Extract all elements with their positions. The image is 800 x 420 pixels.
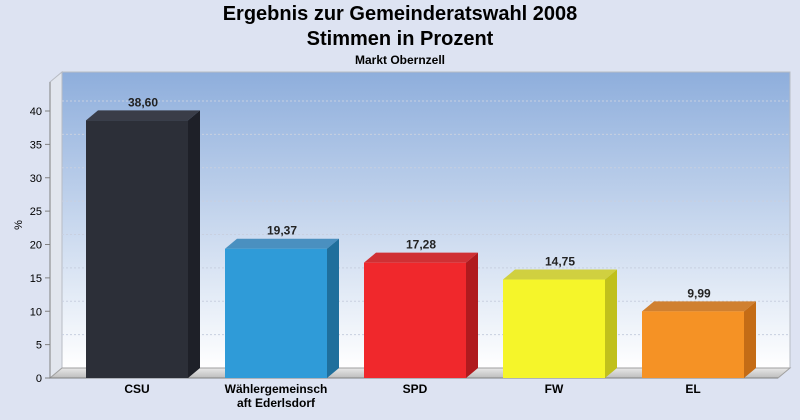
y-tick-label: 40	[30, 106, 42, 118]
x-tick-label-line: FW	[545, 382, 564, 396]
bar-front	[225, 248, 327, 378]
data-label: 19,37	[267, 224, 297, 238]
bar-side	[188, 110, 200, 378]
bar-front	[503, 279, 605, 378]
y-tick-label: 25	[30, 206, 42, 218]
bar-side	[605, 269, 617, 378]
bar-top	[503, 269, 617, 280]
chart-title: Ergebnis zur Gemeinderatswahl 2008	[222, 3, 578, 25]
bar-front	[642, 311, 744, 378]
bar-side	[744, 301, 756, 378]
y-axis-label: %	[13, 220, 25, 230]
bar	[225, 238, 339, 378]
bar-top	[364, 252, 478, 263]
chart-title-line2: Stimmen in Prozent	[306, 28, 494, 50]
x-tick-label: EL	[685, 382, 700, 396]
y-tick-label: 0	[36, 373, 42, 385]
x-tick-label-line: SPD	[403, 382, 428, 396]
x-tick-label: Wählergemeinsch aft Ederlsdorf	[225, 382, 328, 410]
x-tick-label-line: aft Ederlsdorf	[237, 396, 316, 410]
x-tick-label-line: EL	[685, 382, 700, 396]
bar-top	[642, 301, 756, 312]
y-tick-label: 35	[30, 139, 42, 151]
bar-front	[86, 120, 188, 378]
bar	[364, 252, 478, 378]
x-tick-label: SPD	[403, 382, 428, 396]
bar-side	[466, 252, 478, 378]
bar-top	[86, 110, 200, 121]
bar	[503, 269, 617, 378]
data-label: 14,75	[545, 255, 575, 269]
chart-subtitle: Markt Obernzell	[354, 53, 446, 67]
data-label: 9,99	[687, 286, 711, 300]
bar	[642, 301, 756, 378]
data-label: 38,60	[128, 95, 158, 109]
y-tick-label: 10	[30, 306, 42, 318]
bar-top	[225, 238, 339, 249]
data-label: 17,28	[406, 238, 436, 252]
x-tick-label-line: Wählergemeinsch	[225, 382, 328, 396]
y-tick-label: 15	[30, 273, 42, 285]
bar	[86, 110, 200, 378]
x-tick-label-line: CSU	[124, 382, 149, 396]
y-tick-label: 5	[36, 340, 42, 352]
y-tick-label: 20	[30, 240, 42, 252]
x-tick-label: FW	[545, 382, 564, 396]
plot-left-wall	[49, 70, 63, 380]
y-tick-label: 30	[30, 173, 42, 185]
x-tick-label: CSU	[124, 382, 149, 396]
bar-front	[364, 262, 466, 378]
bar-side	[327, 238, 339, 378]
